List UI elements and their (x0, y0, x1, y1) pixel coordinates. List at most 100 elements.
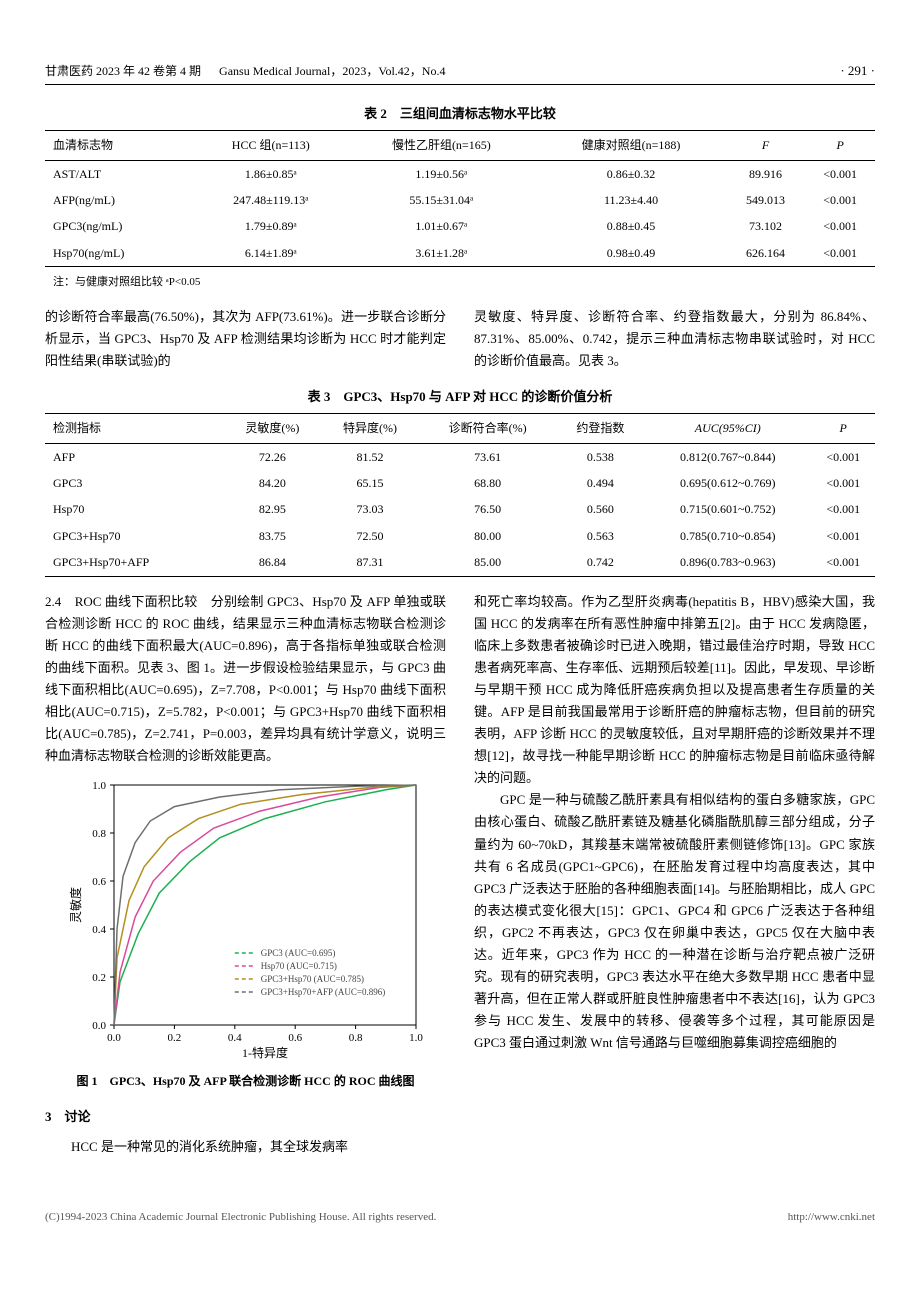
table-cell: 87.31 (321, 549, 419, 576)
table-cell: 626.164 (726, 240, 805, 267)
table-cell: 0.560 (557, 496, 644, 522)
roc-chart: 0.00.00.20.20.40.40.60.60.80.81.01.01-特异… (66, 775, 426, 1065)
table-cell: AFP (45, 443, 224, 470)
svg-text:0.8: 0.8 (348, 1032, 362, 1044)
right-column: 和死亡率均较高。作为乙型肝炎病毒(hepatitis B，HBV)感染大国，我国… (474, 591, 875, 1158)
table-cell: 76.50 (419, 496, 557, 522)
table-cell: 0.812(0.767~0.844) (644, 443, 811, 470)
table-cell: Hsp70(ng/mL) (45, 240, 195, 267)
table-cell: 86.84 (224, 549, 322, 576)
figure1-caption: 图 1 GPC3、Hsp70 及 AFP 联合检测诊断 HCC 的 ROC 曲线… (45, 1071, 446, 1091)
footer-right: http://www.cnki.net (788, 1208, 875, 1227)
svg-text:0.8: 0.8 (92, 828, 106, 840)
table-cell: 0.494 (557, 470, 644, 496)
table-cell: 11.23±4.40 (536, 187, 726, 213)
svg-text:1.0: 1.0 (409, 1032, 423, 1044)
svg-text:GPC3+Hsp70 (AUC=0.785): GPC3+Hsp70 (AUC=0.785) (260, 974, 363, 984)
table-cell: <0.001 (811, 496, 875, 522)
table-col-header: 特异度(%) (321, 414, 419, 443)
table-cell: GPC3 (45, 470, 224, 496)
table-col-header: 血清标志物 (45, 131, 195, 160)
table-col-header: 诊断符合率(%) (419, 414, 557, 443)
table-cell: 85.00 (419, 549, 557, 576)
table-cell: 0.715(0.601~0.752) (644, 496, 811, 522)
svg-text:Hsp70 (AUC=0.715): Hsp70 (AUC=0.715) (260, 961, 336, 971)
mid-paragraph: 的诊断符合率最高(76.50%)，其次为 AFP(73.61%)。进一步联合诊断… (45, 306, 875, 372)
table-cell: 0.742 (557, 549, 644, 576)
table-col-header: F (726, 131, 805, 160)
table-cell: 72.50 (321, 523, 419, 549)
table-row: AFP(ng/mL)247.48±119.13ᵃ55.15±31.04ᵃ11.2… (45, 187, 875, 213)
table-cell: GPC3+Hsp70 (45, 523, 224, 549)
svg-text:0.4: 0.4 (92, 924, 106, 936)
journal-en: Gansu Medical Journal，2023，Vol.42，No.4 (219, 64, 445, 78)
table-cell: 0.695(0.612~0.769) (644, 470, 811, 496)
table-cell: 0.563 (557, 523, 644, 549)
mid-right: 灵敏度、特异度、诊断符合率、约登指数最大，分别为 86.84%、87.31%、8… (474, 306, 875, 372)
svg-text:GPC3 (AUC=0.695): GPC3 (AUC=0.695) (260, 948, 335, 958)
table2-note: 注：与健康对照组比较 ᵃP<0.05 (53, 273, 875, 292)
table-cell: 1.01±0.67ᵃ (346, 213, 536, 239)
section-3-heading: 3 讨论 (45, 1106, 446, 1128)
svg-text:0.4: 0.4 (227, 1032, 241, 1044)
right-p2: GPC 是一种与硫酸乙酰肝素具有相似结构的蛋白多糖家族，GPC 由核心蛋白、硫酸… (474, 789, 875, 1054)
main-body: 2.4 ROC 曲线下面积比较 分别绘制 GPC3、Hsp70 及 AFP 单独… (45, 591, 875, 1158)
page-footer: (C)1994-2023 China Academic Journal Elec… (45, 1208, 875, 1227)
svg-text:0.6: 0.6 (288, 1032, 302, 1044)
table-col-header: 灵敏度(%) (224, 414, 322, 443)
table-row: AFP72.2681.5273.610.5380.812(0.767~0.844… (45, 443, 875, 470)
table3-title: 表 3 GPC3、Hsp70 与 AFP 对 HCC 的诊断价值分析 (45, 386, 875, 408)
table-row: Hsp7082.9573.0376.500.5600.715(0.601~0.7… (45, 496, 875, 522)
table-cell: 1.19±0.56ᵃ (346, 160, 536, 187)
table-cell: 0.896(0.783~0.963) (644, 549, 811, 576)
right-p1: 和死亡率均较高。作为乙型肝炎病毒(hepatitis B，HBV)感染大国，我国… (474, 591, 875, 790)
table-cell: <0.001 (811, 549, 875, 576)
table-cell: 1.86±0.85ᵃ (195, 160, 346, 187)
table-cell: 68.80 (419, 470, 557, 496)
table-cell: 73.03 (321, 496, 419, 522)
table-cell: <0.001 (805, 187, 875, 213)
svg-text:0.6: 0.6 (92, 876, 106, 888)
page-header: 甘肃医药 2023 年 42 卷第 4 期 Gansu Medical Jour… (45, 60, 875, 85)
table-cell: 81.52 (321, 443, 419, 470)
table-cell: 72.26 (224, 443, 322, 470)
table-row: Hsp70(ng/mL)6.14±1.89ᵃ3.61±1.28ᵃ0.98±0.4… (45, 240, 875, 267)
table2: 血清标志物HCC 组(n=113)慢性乙肝组(n=165)健康对照组(n=188… (45, 130, 875, 267)
table-cell: <0.001 (805, 240, 875, 267)
svg-text:0.0: 0.0 (92, 1020, 106, 1032)
table-row: GPC3(ng/mL)1.79±0.89ᵃ1.01±0.67ᵃ0.88±0.45… (45, 213, 875, 239)
mid-left: 的诊断符合率最高(76.50%)，其次为 AFP(73.61%)。进一步联合诊断… (45, 306, 446, 372)
svg-text:1-特异度: 1-特异度 (242, 1045, 288, 1060)
table-cell: 83.75 (224, 523, 322, 549)
left-column: 2.4 ROC 曲线下面积比较 分别绘制 GPC3、Hsp70 及 AFP 单独… (45, 591, 446, 1158)
table-cell: GPC3+Hsp70+AFP (45, 549, 224, 576)
table-row: GPC3+Hsp7083.7572.5080.000.5630.785(0.71… (45, 523, 875, 549)
table-cell: Hsp70 (45, 496, 224, 522)
table-cell: 73.61 (419, 443, 557, 470)
table-cell: 247.48±119.13ᵃ (195, 187, 346, 213)
svg-text:GPC3+Hsp70+AFP (AUC=0.896): GPC3+Hsp70+AFP (AUC=0.896) (260, 987, 384, 997)
table-cell: GPC3(ng/mL) (45, 213, 195, 239)
table-cell: AFP(ng/mL) (45, 187, 195, 213)
table-cell: 0.88±0.45 (536, 213, 726, 239)
svg-text:0.2: 0.2 (92, 972, 106, 984)
table-col-header: P (805, 131, 875, 160)
table-cell: <0.001 (811, 523, 875, 549)
svg-text:0.2: 0.2 (167, 1032, 181, 1044)
table-cell: 65.15 (321, 470, 419, 496)
table-cell: 84.20 (224, 470, 322, 496)
table-cell: 549.013 (726, 187, 805, 213)
p-discussion-start: HCC 是一种常见的消化系统肿瘤，其全球发病率 (45, 1136, 446, 1158)
svg-text:0.0: 0.0 (107, 1032, 121, 1044)
table-cell: 3.61±1.28ᵃ (346, 240, 536, 267)
table3: 检测指标灵敏度(%)特异度(%)诊断符合率(%)约登指数AUC(95%CI)P … (45, 413, 875, 576)
table-cell: 0.785(0.710~0.854) (644, 523, 811, 549)
table-col-header: 检测指标 (45, 414, 224, 443)
table-col-header: AUC(95%CI) (644, 414, 811, 443)
table-col-header: 约登指数 (557, 414, 644, 443)
table-col-header: P (811, 414, 875, 443)
table-cell: 82.95 (224, 496, 322, 522)
p1-body: 分别绘制 GPC3、Hsp70 及 AFP 单独或联合检测诊断 HCC 的 RO… (45, 594, 446, 764)
table-cell: <0.001 (805, 160, 875, 187)
table-cell: <0.001 (805, 213, 875, 239)
